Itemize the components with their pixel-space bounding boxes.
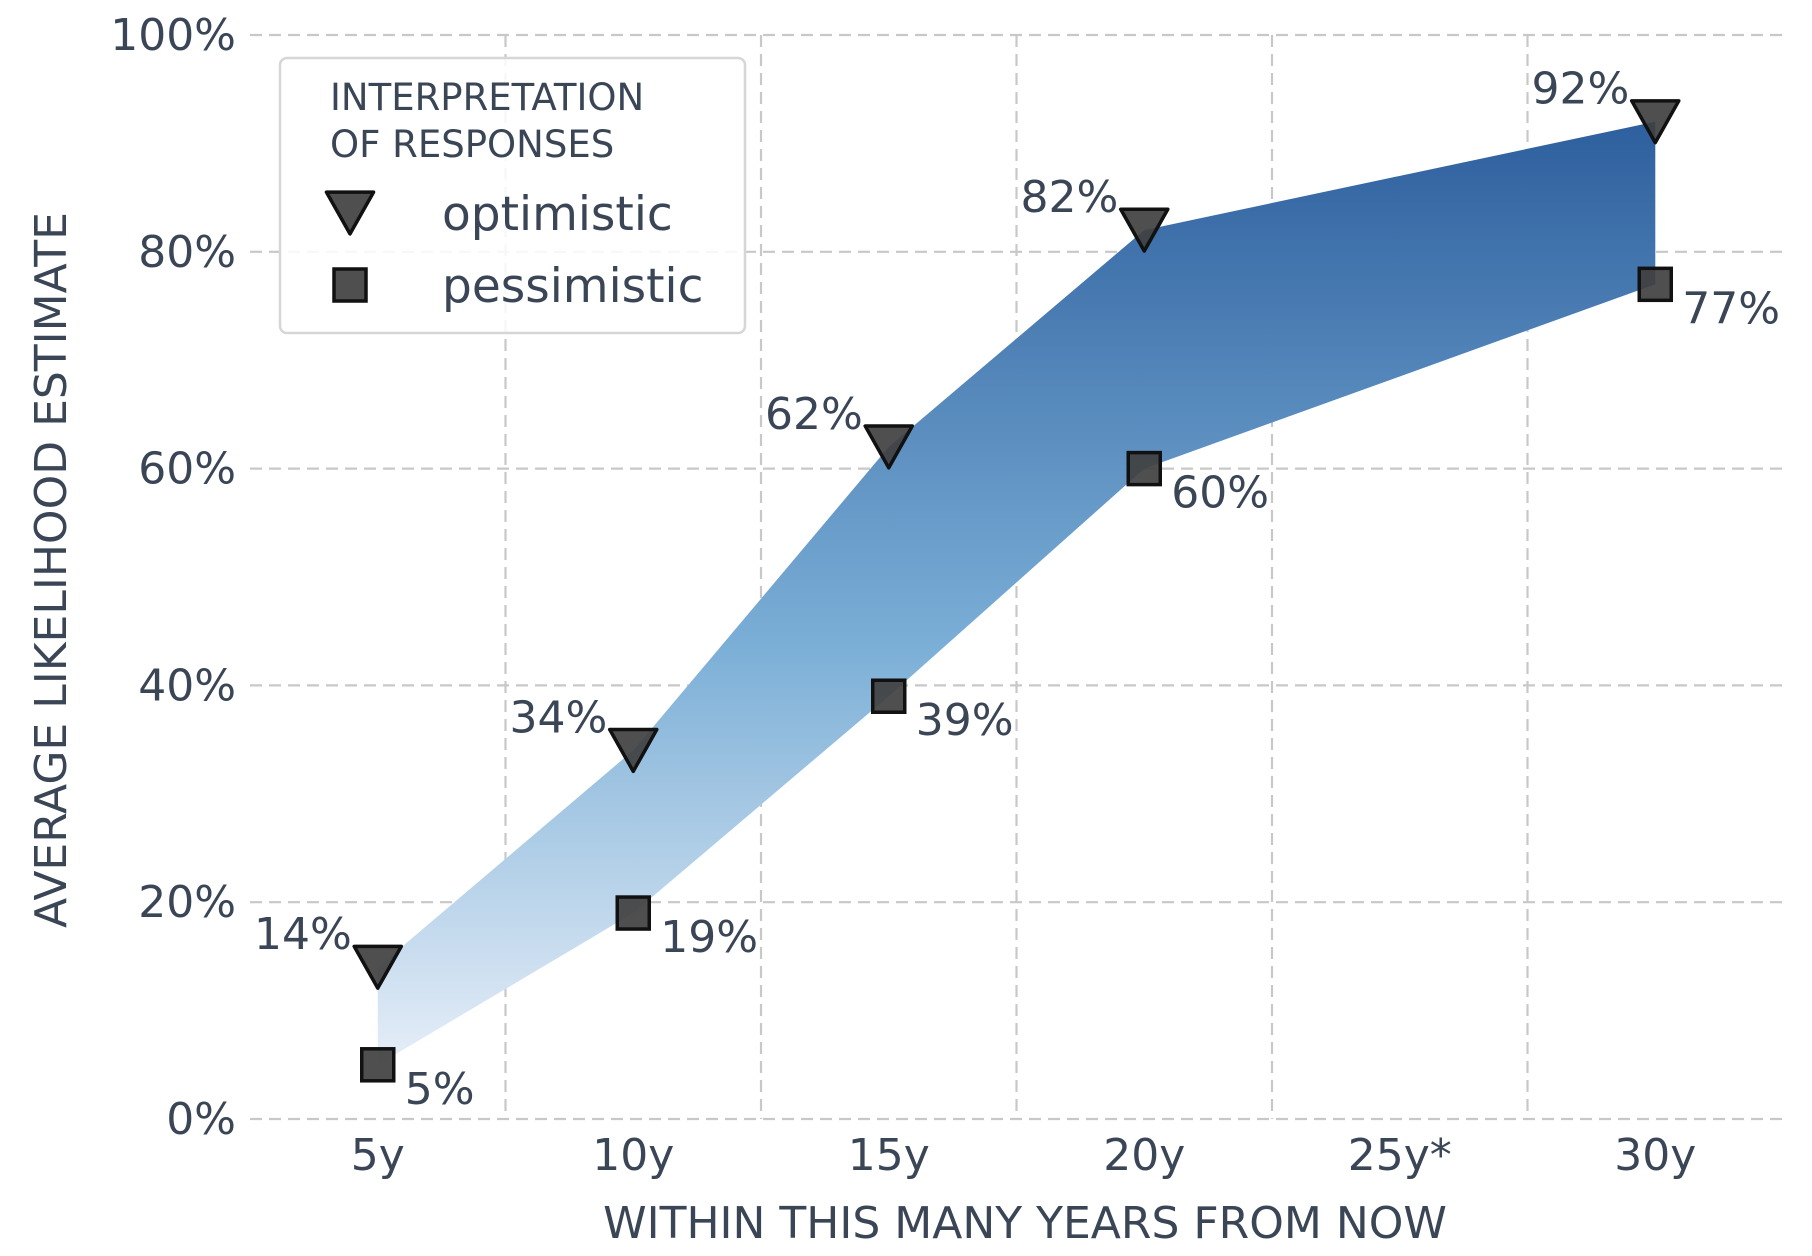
optimistic-marker xyxy=(863,424,915,470)
y-tick-label: 80% xyxy=(138,227,236,278)
legend-triangle-icon xyxy=(324,190,376,236)
y-tick-label: 0% xyxy=(166,1094,236,1145)
legend-pessimistic-label: pessimistic xyxy=(442,259,703,314)
y-tick-label: 40% xyxy=(138,660,236,711)
pessimistic-value-label: 39% xyxy=(916,695,1014,746)
y-tick-label: 20% xyxy=(138,877,236,928)
legend-optimistic-marker xyxy=(324,190,376,236)
legend-square-icon xyxy=(332,267,368,303)
legend-title-line-1: INTERPRETATION xyxy=(330,76,644,119)
legend-optimistic-label: optimistic xyxy=(442,187,673,242)
pessimistic-value-label: 5% xyxy=(405,1064,475,1115)
x-tick-label: 25y* xyxy=(1348,1130,1452,1181)
data-labels: 14% 34% 62% 82% 92% 5% 19% 39% 60% 77% xyxy=(254,64,1780,1115)
pessimistic-value-label: 77% xyxy=(1682,283,1780,334)
optimistic-value-label: 82% xyxy=(1020,172,1118,223)
pessimistic-marker xyxy=(615,895,651,931)
pessimistic-marker xyxy=(1126,450,1162,487)
x-axis-title: WITHIN THIS MANY YEARS FROM NOW xyxy=(603,1198,1447,1249)
x-tick-label: 15y xyxy=(848,1130,930,1181)
y-tick-label: 100% xyxy=(110,10,236,61)
markers xyxy=(352,99,1681,1083)
pessimistic-marker xyxy=(360,1047,396,1083)
x-tick-label: 30y xyxy=(1614,1130,1696,1181)
pessimistic-marker xyxy=(1637,266,1673,303)
y-tick-label: 60% xyxy=(138,444,236,495)
pessimistic-value-label: 19% xyxy=(660,912,758,963)
likelihood-band xyxy=(377,121,1656,1065)
legend: INTERPRETATION OF RESPONSES optimistic p… xyxy=(278,56,747,335)
x-tick-label: 20y xyxy=(1103,1130,1185,1181)
optimistic-value-label: 62% xyxy=(765,389,863,440)
legend-pessimistic-marker xyxy=(332,267,368,303)
optimistic-value-label: 92% xyxy=(1531,64,1629,115)
optimistic-value-label: 34% xyxy=(509,692,607,743)
pessimistic-marker xyxy=(871,678,907,714)
x-tick-label: 5y xyxy=(351,1130,405,1181)
tick-labels: 0% 20% 40% 60% 80% 100% 5y 10y 15y 20y 25y* 30y xyxy=(110,10,1696,1181)
x-tick-label: 10y xyxy=(592,1130,674,1181)
optimistic-marker xyxy=(607,727,659,774)
optimistic-value-label: 14% xyxy=(254,909,352,960)
pessimistic-value-label: 60% xyxy=(1171,468,1269,519)
optimistic-marker xyxy=(1118,207,1170,253)
legend-frame xyxy=(278,56,747,335)
y-axis-title: AVERAGE LIKELIHOOD ESTIMATE xyxy=(26,212,77,928)
optimistic-marker xyxy=(352,944,404,990)
optimistic-marker xyxy=(1629,99,1681,145)
legend-title-line-2: OF RESPONSES xyxy=(330,123,614,166)
